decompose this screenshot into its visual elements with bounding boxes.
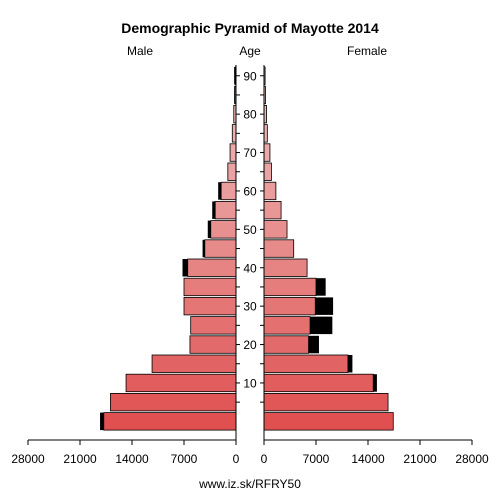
female-value-label-28000: 28000 bbox=[455, 452, 489, 466]
female-value-label-0: 0 bbox=[261, 452, 268, 466]
male-extra-bar-45-49 bbox=[202, 239, 205, 258]
male-bar-15-19 bbox=[151, 354, 237, 373]
male-value-label-28000: 28000 bbox=[11, 452, 45, 466]
female-extra-bar-35-39 bbox=[316, 278, 326, 296]
female-bar-25-29 bbox=[263, 316, 311, 335]
male-label: Male bbox=[127, 44, 153, 58]
male-value-label-21000: 21000 bbox=[63, 452, 97, 466]
male-bar-70-74 bbox=[229, 143, 237, 162]
male-extra-bar-90-94 bbox=[234, 67, 236, 85]
age-tick-label-20: 20 bbox=[243, 338, 257, 352]
male-bar-10-14 bbox=[125, 373, 237, 393]
age-tick-label-80: 80 bbox=[243, 108, 257, 122]
male-bar-75-79 bbox=[231, 124, 237, 143]
age-label: Age bbox=[239, 44, 261, 58]
male-bar-65-69 bbox=[227, 162, 237, 181]
male-bar-35-39 bbox=[183, 277, 237, 297]
bars-group bbox=[100, 66, 394, 431]
age-tick-label-50: 50 bbox=[243, 223, 257, 237]
female-bar-20-24 bbox=[263, 335, 309, 354]
male-bar-50-54 bbox=[210, 220, 237, 239]
female-bar-30-34 bbox=[263, 296, 316, 316]
male-extra-bar-0-4 bbox=[100, 412, 104, 431]
axes-group: 10 20 30 40 50 60 70 80 90 0 0 7000 7000 14000 14000 21… bbox=[11, 65, 489, 466]
female-value-label-14000: 14000 bbox=[351, 452, 385, 466]
female-bar-15-19 bbox=[263, 354, 349, 373]
female-bar-55-59 bbox=[263, 200, 282, 220]
female-value-label-7000: 7000 bbox=[303, 452, 330, 466]
female-bar-5-9 bbox=[263, 392, 389, 412]
age-tick-label-10: 10 bbox=[243, 376, 257, 390]
female-bar-65-69 bbox=[263, 162, 272, 181]
male-value-label-14000: 14000 bbox=[115, 452, 149, 466]
male-value-label-7000: 7000 bbox=[171, 452, 198, 466]
male-bar-0-4 bbox=[103, 412, 237, 431]
female-label: Female bbox=[347, 44, 387, 58]
female-bar-40-44 bbox=[263, 258, 308, 277]
female-bar-45-49 bbox=[263, 239, 295, 258]
female-bar-35-39 bbox=[263, 277, 317, 297]
male-extra-bar-55-59 bbox=[212, 201, 216, 219]
male-extra-bar-40-44 bbox=[182, 259, 188, 277]
female-extra-bar-25-29 bbox=[310, 316, 333, 335]
male-extra-bar-60-64 bbox=[218, 182, 222, 200]
chart-title: Demographic Pyramid of Mayotte 2014 bbox=[121, 20, 379, 36]
age-tick-label-30: 30 bbox=[243, 300, 257, 314]
male-bar-45-49 bbox=[204, 239, 237, 258]
male-bar-40-44 bbox=[187, 258, 237, 277]
male-bar-25-29 bbox=[190, 316, 237, 335]
footer-url: www.iz.sk/RFRY50 bbox=[198, 477, 301, 491]
male-bar-55-59 bbox=[214, 200, 237, 220]
male-value-label-0: 0 bbox=[233, 452, 240, 466]
female-bar-70-74 bbox=[263, 143, 271, 162]
male-extra-bar-50-54 bbox=[207, 220, 211, 239]
female-extra-bar-20-24 bbox=[308, 335, 319, 354]
male-bar-5-9 bbox=[110, 392, 237, 412]
male-extra-bar-85-89 bbox=[234, 86, 235, 104]
age-tick-label-60: 60 bbox=[243, 184, 257, 198]
female-bar-50-54 bbox=[263, 220, 288, 239]
female-value-label-21000: 21000 bbox=[403, 452, 437, 466]
female-bar-10-14 bbox=[263, 373, 374, 393]
female-extra-bar-10-14 bbox=[373, 374, 377, 392]
female-extra-bar-15-19 bbox=[347, 355, 353, 373]
male-bar-30-34 bbox=[183, 296, 237, 316]
age-tick-label-70: 70 bbox=[243, 146, 257, 160]
female-bar-60-64 bbox=[263, 181, 277, 201]
female-bar-75-79 bbox=[263, 124, 268, 143]
age-tick-label-90: 90 bbox=[243, 69, 257, 83]
age-tick-label-40: 40 bbox=[243, 261, 257, 275]
female-bar-0-4 bbox=[263, 412, 394, 431]
female-extra-bar-30-34 bbox=[315, 297, 334, 315]
male-bar-20-24 bbox=[189, 335, 237, 354]
male-bar-60-64 bbox=[220, 181, 237, 201]
